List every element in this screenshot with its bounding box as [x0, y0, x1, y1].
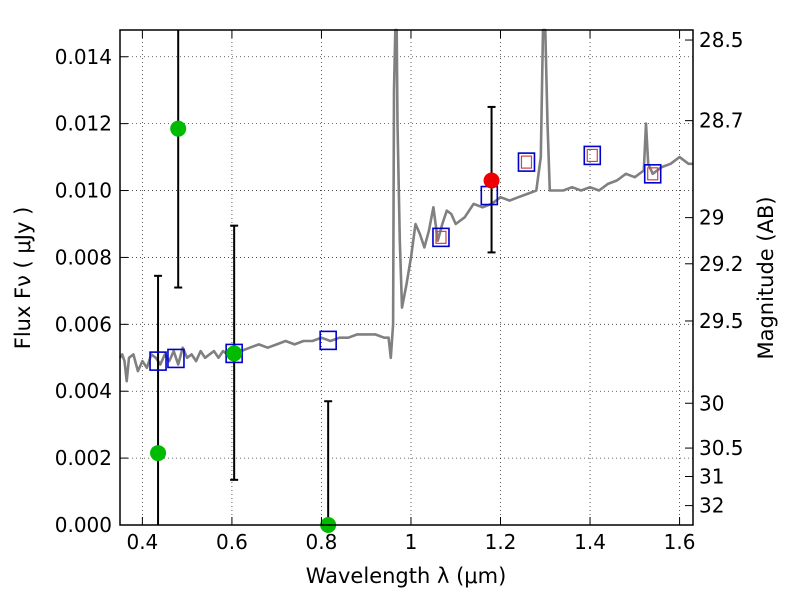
model-square-4	[432, 227, 450, 248]
y2-tick-label-8: 32	[699, 494, 724, 518]
y-tick-label-7: 0.014	[55, 45, 112, 69]
y-tick-label-5: 0.010	[55, 179, 112, 203]
y2-tick-label-2: 29	[699, 206, 724, 230]
x-tick-label-1: 0.6	[216, 530, 248, 554]
axes-frame	[119, 29, 694, 526]
model-square-6	[517, 152, 536, 172]
y-tick-label-1: 0.002	[55, 446, 112, 470]
y2-tick-label-3: 29.2	[699, 252, 744, 276]
nondetection-point-0	[150, 445, 167, 462]
x-tick-label-5: 1.4	[574, 530, 606, 554]
model-square-1	[167, 348, 185, 369]
y2-tick-label-6: 30.5	[699, 436, 744, 460]
y2-axis-label: Magnitude (AB)	[754, 196, 778, 359]
x-tick-label-2: 0.8	[306, 530, 338, 554]
model-inner-square-3	[647, 167, 659, 181]
model-inner-square-0	[435, 230, 447, 244]
y-tick-label-4: 0.008	[55, 245, 112, 269]
template-spectrum-line	[118, 28, 693, 383]
x-tick-label-6: 1.6	[664, 530, 696, 554]
y2-tick-label-5: 30	[699, 391, 724, 415]
y-tick-label-6: 0.012	[55, 112, 112, 136]
y2-tick-label-0: 28.5	[699, 28, 744, 52]
y2-tick-label-7: 31	[699, 465, 724, 489]
template-spectrum	[118, 28, 693, 383]
detection-point-0	[483, 172, 500, 189]
x-tick-label-3: 1	[405, 530, 418, 554]
y2-tick-label-4: 29.5	[699, 309, 744, 333]
plot-frame	[119, 29, 694, 526]
model-inner-square-1	[520, 155, 533, 169]
y2-tick-label-1: 28.7	[699, 109, 744, 133]
model-square-0	[149, 351, 167, 371]
model-square-3	[319, 330, 337, 351]
model-square-8	[643, 164, 662, 184]
model-inner-square-2	[586, 148, 598, 163]
errorbars	[154, 30, 496, 525]
x-tick-label-0: 0.4	[126, 530, 158, 554]
axis-ticks: 0.4 0.6 0.8 1 1.2 1.4 1.6 0.000 0.002 0.004 0.006 0…	[55, 28, 744, 554]
x-axis-label: Wavelength λ (μm)	[306, 564, 507, 588]
data-points	[149, 120, 662, 533]
model-square-7	[583, 145, 602, 166]
y-tick-label-3: 0.006	[55, 312, 112, 336]
nondetection-point-2	[226, 345, 243, 362]
nondetection-point-1	[170, 120, 187, 137]
x-tick-label-4: 1.2	[485, 530, 517, 554]
y-tick-label-2: 0.004	[55, 379, 112, 403]
y-axis-label: Flux Fν ( μJy )	[11, 207, 35, 350]
y-tick-label-0: 0.000	[55, 513, 112, 537]
grid	[120, 30, 693, 526]
